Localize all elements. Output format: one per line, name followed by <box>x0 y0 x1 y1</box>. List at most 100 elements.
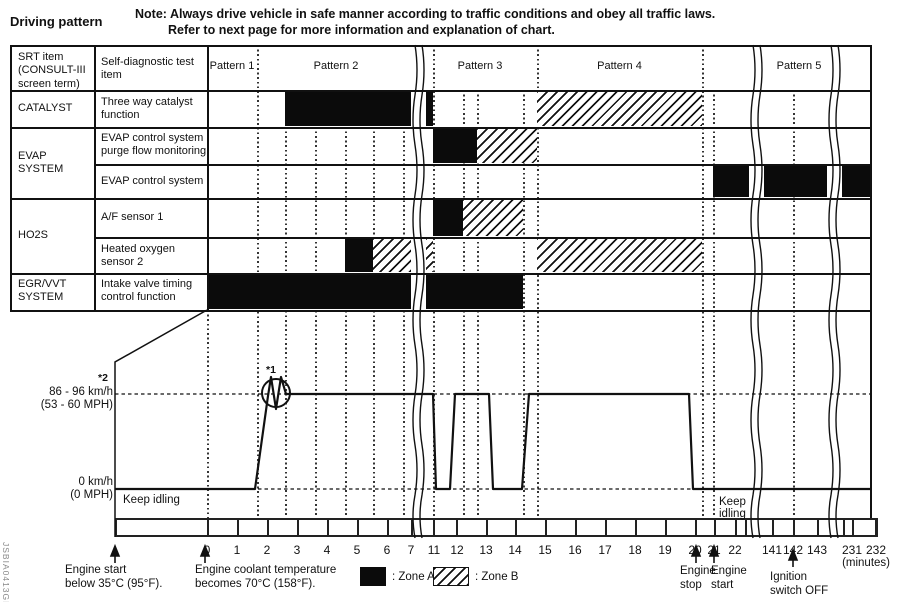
footnote-2-marker: *2 <box>98 372 108 384</box>
axis-break-wave-icon <box>419 44 425 539</box>
timeline-tick <box>735 520 737 535</box>
engine-stop-line2: stop <box>680 579 702 591</box>
zone-a-bar-evap-control <box>713 165 749 197</box>
tick-label-16: 16 <box>568 543 582 557</box>
pattern-boundary-dotted-line <box>537 45 539 518</box>
tick-label-232: 232 <box>865 543 887 557</box>
pattern-2-header: Pattern 2 <box>313 60 359 72</box>
tick-label-1: 1 <box>233 543 241 557</box>
test-item-intake-valve-timing: Intake valve timing control function <box>101 278 193 304</box>
tick-label-19: 19 <box>658 543 672 557</box>
high-speed-label: 86 - 96 km/h <box>49 386 113 398</box>
timeline-tick <box>745 520 747 535</box>
timeline-tick <box>297 520 299 535</box>
timeline-tick <box>357 520 359 535</box>
zone-a-bar-evap-control <box>842 165 870 197</box>
zone-b-legend-swatch <box>433 567 469 586</box>
timeline-tick <box>817 520 819 535</box>
ignition-line2: switch OFF <box>770 585 829 597</box>
zone-a-bar-egr-vvt <box>426 274 523 309</box>
tick-label-6: 6 <box>383 543 391 557</box>
low-speed-label: 0 km/h <box>78 476 113 488</box>
tick-label-11: 11 <box>427 543 441 557</box>
tick-label-2: 2 <box>263 543 271 557</box>
page-title: Driving pattern <box>10 14 103 29</box>
pattern-boundary-dotted-line <box>702 45 704 518</box>
engine-start-cold-line1: Engine start <box>65 564 127 576</box>
timeline-tick <box>411 520 413 535</box>
tick-label-13: 13 <box>479 543 493 557</box>
test-item-af-sensor-1: A/F sensor 1 <box>101 211 164 223</box>
arrow-up-icon <box>109 543 121 557</box>
tick-label-3: 3 <box>293 543 301 557</box>
ignition-line1: Ignition <box>770 571 808 583</box>
tick-label-4: 4 <box>323 543 331 557</box>
table-row-line <box>10 127 871 129</box>
coolant-line1: Engine coolant temperature <box>195 564 337 576</box>
note-line-2: Refer to next page for more information … <box>168 23 555 37</box>
zone-b-bar-af-sensor <box>463 199 523 236</box>
test-item-three-way-catalyst: Three way catalyst function <box>101 96 193 122</box>
pattern-1-header: Pattern 1 <box>209 60 255 72</box>
tick-label-17: 17 <box>598 543 612 557</box>
engine-start-line1: Engine <box>711 565 747 577</box>
zone-a-bar-heated-o2 <box>345 238 373 272</box>
axis-break-wave-icon <box>828 44 834 539</box>
axis-break-wave-icon <box>750 44 756 539</box>
test-item-evap-control: EVAP control system <box>101 175 204 187</box>
zone-b-legend-label: : Zone B <box>475 571 519 583</box>
zone-a-bar-catalyst <box>426 91 433 126</box>
tick-label-12: 12 <box>450 543 464 557</box>
zone-b-bar-heated-o2 <box>537 238 702 272</box>
test-item-heated-oxygen-sensor-2: Heated oxygen sensor 2 <box>101 243 175 269</box>
zone-b-bar-heated-o2 <box>426 238 433 272</box>
axis-break-wave-icon <box>412 44 418 539</box>
timeline-tick <box>237 520 239 535</box>
zone-a-legend-label: : Zone A <box>392 571 435 583</box>
pattern-5-header: Pattern 5 <box>776 60 822 72</box>
timeline-bar <box>115 518 878 537</box>
timeline-tick <box>387 520 389 535</box>
timeline-tick <box>515 520 517 535</box>
srt-item-evap-system: EVAP SYSTEM <box>18 150 64 176</box>
col2-header: Self-diagnostic test item <box>101 56 194 82</box>
zone-b-bar-heated-o2 <box>373 238 411 272</box>
tick-label-20: 20 <box>688 543 702 557</box>
tick-label-14: 14 <box>508 543 522 557</box>
test-item-evap-purge: EVAP control system purge flow monitorin… <box>101 132 207 158</box>
speed-trace <box>115 375 870 491</box>
high-speed-sub-label: (53 - 60 MPH) <box>40 399 113 411</box>
note-line-1: Note: Always drive vehicle in safe manne… <box>135 7 716 21</box>
tick-label-142: 142 <box>782 543 804 557</box>
tick-label-143: 143 <box>806 543 828 557</box>
srt-item-ho2s: HO2S <box>18 229 48 241</box>
engine-start-line2: start <box>711 579 734 591</box>
tick-label-5: 5 <box>353 543 361 557</box>
col1-header: SRT item (CONSULT-III screen term) <box>18 51 86 90</box>
minutes-unit-label: (minutes) <box>842 557 890 569</box>
timeline-tick <box>695 520 697 535</box>
keep-idling-label-left: Keep idling <box>123 494 180 506</box>
footnote-1-marker: *1 <box>266 364 276 376</box>
engine-stop-line1: Engine <box>680 565 716 577</box>
table-column-line <box>207 45 209 310</box>
axis-break-wave-icon <box>757 44 763 539</box>
timeline-tick <box>575 520 577 535</box>
tick-label-141: 141 <box>761 543 783 557</box>
timeline-tick <box>545 520 547 535</box>
table-border-right <box>870 45 872 518</box>
event-dotted-line <box>523 90 525 518</box>
srt-item-catalyst: CATALYST <box>18 102 73 114</box>
tick-label-22: 22 <box>728 543 742 557</box>
keep-idling-label-right-line2: idling <box>719 508 746 520</box>
zone-a-bar-evap-control <box>764 165 827 197</box>
engine-start-cold-line2: below 35°C (95°F). <box>65 578 163 590</box>
zone-a-bar-egr-vvt <box>207 274 411 309</box>
table-row-line <box>10 273 871 275</box>
event-dotted-line <box>793 90 795 518</box>
timeline-tick <box>267 520 269 535</box>
timeline-tick <box>843 520 845 535</box>
table-border-top <box>10 45 871 47</box>
table-row-line <box>94 164 871 166</box>
